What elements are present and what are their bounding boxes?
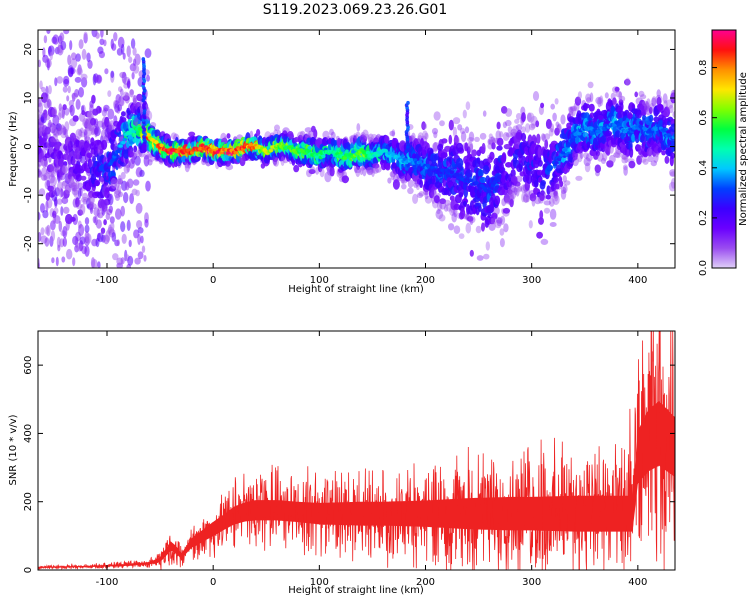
snr-x-tick-label: 200 (416, 577, 435, 588)
snr-y-tick-label: 0 (23, 567, 34, 573)
colorbar-tick-label: 0.8 (698, 60, 709, 76)
spectrogram-y-tick-label: 0 (23, 143, 34, 149)
spectrogram-x-tick-label: 200 (416, 275, 435, 286)
spectrogram-x-tick-label: 400 (628, 275, 647, 286)
spectrogram-x-tick-label: -100 (96, 275, 119, 286)
spectrogram-y-tick-label: 20 (23, 43, 34, 56)
colorbar-label: Normalized spectral amplitude (738, 72, 749, 226)
snr-x-tick-label: -100 (96, 577, 119, 588)
snr-x-axis: -100 0 100 200 300 400 (96, 331, 647, 588)
snr-y-label: SNR (10 * v/v) (8, 414, 19, 485)
snr-series-line (38, 331, 675, 570)
spectrogram-x-axis: -100 0 100 200 300 400 (96, 30, 647, 286)
spectrogram-x-tick-label: 300 (522, 275, 541, 286)
spectrogram-y-axis: -20 -10 0 10 20 (23, 43, 675, 252)
figure-title: S119.2023.069.23.26.G01 (263, 2, 448, 18)
snr-y-tick-label: 200 (23, 492, 34, 511)
colorbar: 0.0 0.2 0.4 0.6 0.8 Normalized spectral ampl… (698, 29, 749, 276)
snr-x-tick-label: 0 (210, 577, 216, 588)
snr-y-tick-label: 400 (23, 424, 34, 443)
spectrogram-x-tick-label: 100 (310, 275, 329, 286)
spectrogram-y-tick-label: -10 (23, 187, 34, 203)
spectrogram-y-tick-label: -20 (23, 236, 34, 252)
snr-frame (37, 330, 676, 571)
colorbar-tick-label: 0.0 (698, 260, 709, 276)
colorbar-tick-label: 0.4 (698, 160, 709, 176)
snr-x-tick-label: 100 (310, 577, 329, 588)
colorbar-tick-label: 0.2 (698, 210, 709, 226)
snr-x-tick-label: 400 (628, 577, 647, 588)
colorbar-tick-label: 0.6 (698, 110, 709, 126)
snr-x-tick-label: 300 (522, 577, 541, 588)
spectrogram-frame (37, 29, 676, 269)
snr-panel: -100 0 100 200 300 400 0 200 400 600 Height of s… (8, 330, 676, 596)
spectrogram-y-tick-label: 10 (23, 92, 34, 105)
colorbar-frame (711, 29, 737, 269)
spectrogram-x-label: Height of straight line (km) (288, 284, 424, 295)
snr-y-axis: 0 200 400 600 (23, 356, 675, 573)
spectrogram-y-label: Frequency (Hz) (8, 111, 19, 187)
spectrogram-x-tick-label: 0 (210, 275, 216, 286)
spectrogram-data (38, 30, 675, 268)
colorbar-gradient (712, 30, 736, 268)
colorbar-ticks: 0.0 0.2 0.4 0.6 0.8 (698, 60, 717, 276)
snr-y-tick-label: 600 (23, 356, 34, 375)
snr-x-label: Height of straight line (km) (288, 585, 424, 596)
